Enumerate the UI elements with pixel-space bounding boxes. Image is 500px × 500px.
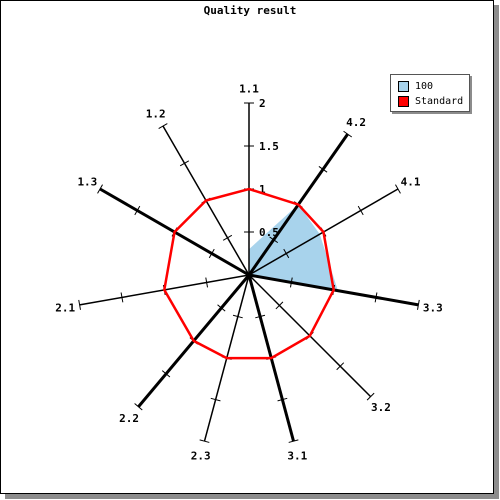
- radial-tick-label-0.5: 0.5: [259, 226, 279, 239]
- axis-tick-1.2-2: [158, 123, 168, 129]
- axis-tick-4.2-2: [343, 130, 353, 138]
- axis-tick-2.3-2: [199, 439, 210, 443]
- axis-tick-3.1-2: [288, 439, 299, 443]
- axis-tick-1.3-1.5: [134, 205, 141, 216]
- axis-tick-3.3-2: [417, 299, 420, 310]
- chart-title: Quality result: [203, 4, 297, 17]
- axis-tick-3.2-0.5: [275, 301, 284, 310]
- axis-tick-4.1-2: [395, 184, 401, 194]
- axis-tick-3.3-0.5: [289, 277, 293, 288]
- axis-tick-3.1-1.5: [277, 397, 288, 402]
- axis-tick-4.2-0.5: [269, 236, 279, 244]
- axis-label-1.1: 1.1: [239, 82, 259, 95]
- axis-tick-3.2-1.5: [336, 362, 345, 371]
- series-line-standard: [162, 187, 335, 360]
- axis-tick-2.1-1.5: [120, 292, 124, 303]
- legend-item-standard: Standard: [398, 95, 463, 108]
- axis-label-4.1: 4.1: [401, 176, 421, 189]
- legend-label-100: 100: [415, 81, 434, 92]
- radial-tick-label-1: 1: [259, 183, 266, 196]
- axis-tick-4.1-1.5: [357, 205, 364, 216]
- axis-label-1.3: 1.3: [77, 176, 97, 189]
- legend-item-100: 100: [398, 80, 433, 93]
- axis-label-2.1: 2.1: [55, 301, 75, 314]
- axis-label-3.1: 3.1: [287, 449, 307, 462]
- axis-label-4.2: 4.2: [346, 116, 366, 129]
- series-area-100: [249, 204, 338, 291]
- legend-swatch-standard: [398, 96, 409, 107]
- axis-tick-3.2-2: [366, 392, 375, 401]
- axis-tick-2.1-0.5: [205, 277, 209, 288]
- axis-tick-1.2-0.5: [222, 234, 233, 241]
- axis-label-1.2: 1.2: [146, 107, 166, 120]
- axis-tick-4.1-0.5: [283, 248, 290, 259]
- axis-tick-3.1-0.5: [255, 314, 266, 319]
- axis-label-3.2: 3.2: [371, 401, 391, 414]
- axis-tick-2.2-0.5: [217, 304, 226, 312]
- axis-tick-2.1-2: [78, 299, 81, 310]
- radial-tick-label-1.5: 1.5: [259, 140, 279, 153]
- axis-tick-2.2-1.5: [161, 370, 171, 378]
- axis-tick-1.3-2: [97, 184, 103, 194]
- legend-label-standard: Standard: [415, 96, 464, 107]
- axis-label-3.3: 3.3: [423, 301, 443, 314]
- legend: 100 Standard: [390, 74, 470, 112]
- radial-tick-label-2: 2: [259, 97, 266, 110]
- axis-label-2.2: 2.2: [119, 412, 139, 425]
- axis-tick-2.3-1.5: [210, 397, 221, 402]
- axis-tick-2.2-2: [134, 403, 143, 411]
- axis-tick-1.3-0.5: [208, 248, 215, 259]
- axis-tick-3.3-1.5: [374, 292, 378, 303]
- axis-tick-1.2-1.5: [179, 160, 190, 167]
- axis-tick-2.3-0.5: [232, 314, 243, 319]
- axis-label-2.3: 2.3: [191, 449, 211, 462]
- legend-swatch-100: [398, 81, 409, 92]
- axis-tick-4.2-1.5: [318, 166, 328, 173]
